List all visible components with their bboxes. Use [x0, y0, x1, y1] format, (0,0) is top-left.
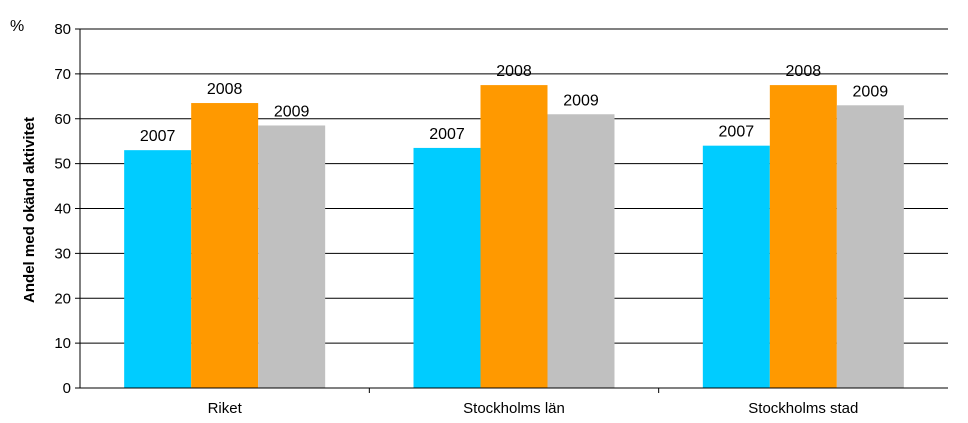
bar-2007-1: [413, 147, 481, 388]
y-tick-label: 60: [54, 111, 71, 128]
series-label-2009: 2009: [853, 83, 889, 100]
x-category-label: Stockholms stad: [748, 400, 858, 417]
bar-2008-2: [769, 85, 837, 388]
y-tick-label: 20: [54, 290, 71, 307]
y-tick-label: 30: [54, 245, 71, 262]
y-tick-label: 0: [63, 380, 71, 397]
y-tick-label: 10: [54, 335, 71, 352]
bar-2008-1: [480, 85, 548, 388]
y-tick-label: 50: [54, 156, 71, 173]
series-label-2008: 2008: [207, 81, 243, 98]
y-axis-title: Andel med okänd aktivitet: [21, 117, 38, 303]
axes: 0 10 20 30 40 50 60 70 80 Riket Stockholms län Stoc…: [54, 21, 948, 417]
bar-2007-0: [124, 150, 192, 388]
series-label-2007: 2007: [429, 126, 465, 143]
bar-2008-0: [191, 103, 259, 388]
series-label-2009: 2009: [274, 103, 310, 120]
bar-2007-2: [702, 145, 770, 388]
series-label-2008: 2008: [786, 63, 822, 80]
unit-label: %: [10, 18, 24, 35]
series-label-2009: 2009: [563, 92, 599, 109]
y-tick-label: 40: [54, 201, 71, 218]
y-tick-label: 80: [54, 21, 71, 38]
bar-2009-2: [836, 105, 904, 388]
bar-2009-1: [547, 114, 615, 388]
data-labels: 2007 2008 2009 2007 2008 2009 2007 2008 2009: [140, 63, 888, 145]
bars: [124, 85, 904, 388]
x-category-label: Stockholms län: [463, 400, 565, 417]
x-category-label: Riket: [208, 400, 243, 417]
bar-2009-0: [258, 125, 326, 388]
y-tick-label: 70: [54, 66, 71, 83]
series-label-2008: 2008: [496, 63, 532, 80]
series-label-2007: 2007: [140, 128, 176, 145]
series-label-2007: 2007: [719, 124, 755, 141]
